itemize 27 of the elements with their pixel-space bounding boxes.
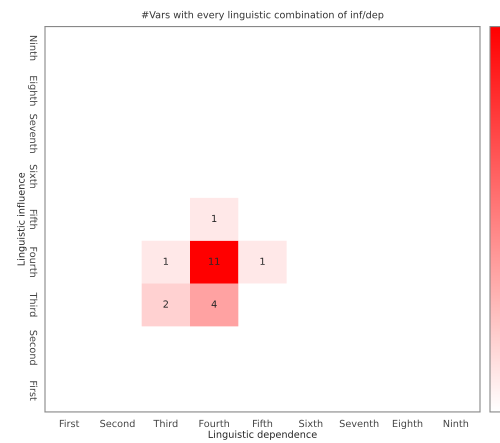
y-tick-label: Eighth xyxy=(28,76,38,106)
data-label: 11 xyxy=(209,258,220,265)
y-tick-label: Second xyxy=(30,330,38,365)
x-tick-label: Eighth xyxy=(392,420,422,430)
data-label: 4 xyxy=(212,300,217,308)
x-tick-label: Second xyxy=(100,420,135,428)
y-tick-label: Sixth xyxy=(30,164,38,188)
x-tick-label: Ninth xyxy=(444,420,468,428)
data-label: 2 xyxy=(163,300,168,308)
x-tick-label: Sixth xyxy=(299,420,322,428)
x-tick-label: Third xyxy=(153,420,178,428)
x-tick-label: Fifth xyxy=(253,420,272,428)
y-axis-title: Linguistic influence xyxy=(17,172,27,266)
chart-title: #Vars with every linguistic combination of inf/dep xyxy=(142,10,384,20)
x-tick-label: Seventh xyxy=(340,420,378,428)
y-tick-label: Fourth xyxy=(30,247,38,277)
y-tick-label: Ninth xyxy=(30,36,38,60)
data-label: 1 xyxy=(260,258,265,265)
x-tick-label: Fourth xyxy=(199,420,230,428)
y-tick-label: Seventh xyxy=(30,114,38,153)
x-axis-title: Linguistic dependence xyxy=(208,430,317,440)
y-tick-label: Third xyxy=(30,292,38,316)
data-label: 1 xyxy=(164,258,168,265)
y-tick-label: First xyxy=(30,381,38,401)
y-tick-label: Fifth xyxy=(30,210,38,229)
x-tick-label: First xyxy=(60,420,80,428)
data-label: 1 xyxy=(212,214,216,222)
